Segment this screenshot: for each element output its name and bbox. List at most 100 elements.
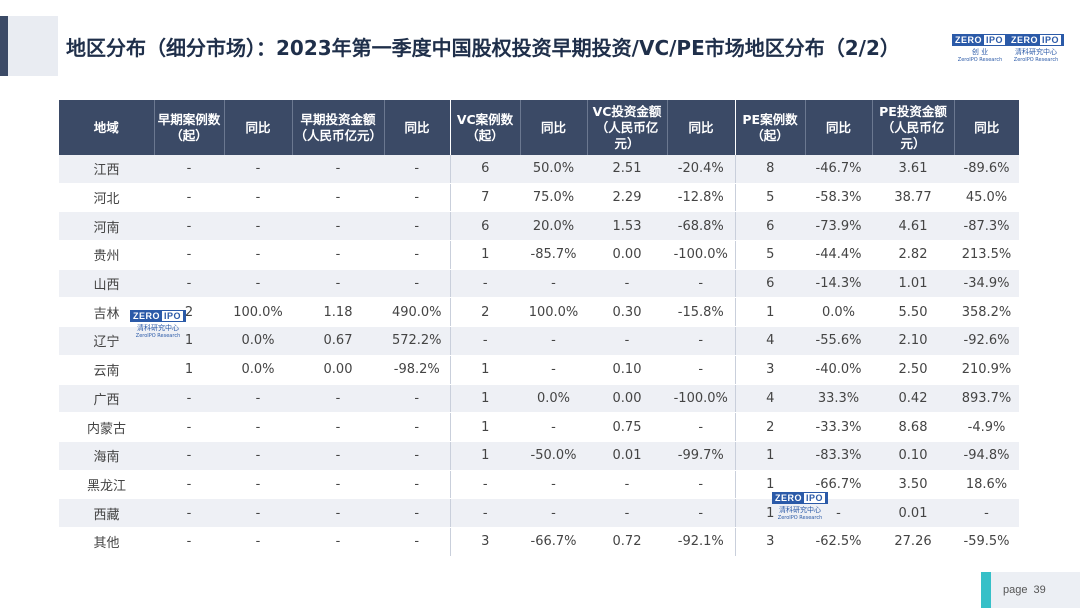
table-cell: -58.3% bbox=[805, 183, 872, 213]
region-cell: 黑龙江 bbox=[59, 470, 154, 500]
table-cell: - bbox=[224, 441, 292, 471]
table-cell: - bbox=[667, 326, 736, 356]
table-cell: - bbox=[292, 155, 384, 184]
table-cell: - bbox=[667, 269, 736, 299]
table-cell: - bbox=[384, 269, 451, 299]
logo-box: ZERO IPO bbox=[1008, 34, 1065, 46]
region-cell: 江西 bbox=[59, 155, 154, 184]
logo-subtitle-en: ZeroIPO Research bbox=[777, 515, 823, 521]
table-row: 云南 1 0.0% 0.00 -98.2% 1-0.10-3 -40.0% 2.50 210.9… bbox=[59, 355, 1019, 385]
table-cell: -87.3% bbox=[954, 211, 1019, 242]
table-cell: - bbox=[384, 211, 451, 242]
table-cell: - bbox=[154, 470, 224, 500]
table-cell: 1.01 bbox=[872, 269, 954, 299]
table-cell: 100.0% bbox=[224, 297, 292, 328]
table-cell: -66.7% bbox=[520, 527, 587, 557]
table-cell: 0.01 bbox=[872, 498, 954, 528]
watermark-logo: ZERO IPO 清科研究中心 ZeroIPO Research bbox=[772, 492, 829, 521]
table-cell: - bbox=[384, 498, 451, 528]
table-cell: -55.6% bbox=[805, 326, 872, 356]
logo-box: ZERO IPO bbox=[952, 34, 1009, 46]
table-cell: 1 bbox=[450, 441, 520, 471]
table-cell: 3 bbox=[735, 527, 805, 557]
header-cell: 地域 bbox=[59, 100, 155, 155]
zeroipo-logo: ZERO IPO 创 业 ZeroIPO Research bbox=[952, 34, 1009, 63]
table-cell: 0.10 bbox=[872, 441, 954, 471]
table-cell: 4 bbox=[735, 326, 805, 356]
table-cell: - bbox=[384, 441, 451, 471]
logo-box: ZERO IPO bbox=[130, 310, 187, 322]
table-cell: - bbox=[384, 527, 451, 557]
table-cell: -40.0% bbox=[805, 355, 872, 385]
table-cell: - bbox=[667, 470, 736, 500]
table-cell: 0.0% bbox=[224, 355, 292, 385]
table-cell: - bbox=[292, 470, 384, 500]
table-cell: - bbox=[587, 498, 667, 528]
table-cell: -59.5% bbox=[954, 527, 1019, 557]
table-cell: 18.6% bbox=[954, 470, 1019, 500]
table-cell: - bbox=[292, 240, 384, 270]
table-cell: 0.00 bbox=[292, 355, 384, 385]
table-cell: - bbox=[520, 498, 587, 528]
table-cell: - bbox=[520, 355, 587, 385]
table-cell: - bbox=[224, 384, 292, 414]
region-cell: 广西 bbox=[59, 384, 154, 414]
table-cell: 5 bbox=[735, 240, 805, 270]
table-cell: - bbox=[292, 183, 384, 213]
table-cell: 6 bbox=[450, 155, 520, 184]
header-cell: 早期投资金额（人民币亿元） bbox=[292, 100, 385, 155]
table-row: 山西 - - - - - - - -6 -14.3% 1.01 -34.9% bbox=[59, 269, 1019, 299]
header-cell: PE案例数（起） bbox=[735, 100, 806, 155]
table-row: 海南 - - - -1 -50.0% 0.01 -99.7% 1 -83.3% 0.10 -94.8% bbox=[59, 441, 1019, 471]
table-cell: - bbox=[292, 269, 384, 299]
table-cell: - bbox=[292, 211, 384, 242]
table-cell: - bbox=[224, 498, 292, 528]
table-cell: - bbox=[154, 240, 224, 270]
table-cell: 3 bbox=[450, 527, 520, 557]
table-cell: - bbox=[384, 183, 451, 213]
table-cell: 2.29 bbox=[587, 183, 667, 213]
table-cell: 50.0% bbox=[520, 155, 587, 184]
table-cell: 210.9% bbox=[954, 355, 1019, 385]
table-cell: 1 bbox=[450, 240, 520, 270]
title-accent-bar bbox=[0, 16, 8, 76]
table-cell: -99.7% bbox=[667, 441, 736, 471]
table-cell: 358.2% bbox=[954, 297, 1019, 328]
table-cell: 33.3% bbox=[805, 384, 872, 414]
title-band bbox=[8, 16, 58, 76]
watermark-logo: ZERO IPO 清科研究中心 ZeroIPO Research bbox=[130, 310, 187, 339]
header-cell: 同比 bbox=[954, 100, 1019, 155]
table-cell: - bbox=[154, 527, 224, 557]
table-cell: -98.2% bbox=[384, 355, 451, 385]
table-cell: 1 bbox=[450, 412, 520, 442]
table-cell: 0.0% bbox=[805, 297, 872, 328]
table-row: 河南 - - - -6 20.0% 1.53 -68.8% 6 -73.9% 4.61 -87.3% bbox=[59, 211, 1019, 242]
header-cell: 同比 bbox=[805, 100, 873, 155]
table-cell: 0.72 bbox=[587, 527, 667, 557]
table-cell: 1 bbox=[450, 355, 520, 385]
table-cell: - bbox=[587, 326, 667, 356]
table-cell: - bbox=[450, 498, 520, 528]
table-cell: -15.8% bbox=[667, 297, 736, 328]
table-cell: - bbox=[154, 183, 224, 213]
table-cell: 6 bbox=[450, 211, 520, 242]
table-cell: - bbox=[520, 269, 587, 299]
region-cell: 辽宁 bbox=[59, 326, 154, 356]
table-cell: 0.42 bbox=[872, 384, 954, 414]
table-cell: - bbox=[587, 470, 667, 500]
table-cell: 213.5% bbox=[954, 240, 1019, 270]
table-cell: 1.18 bbox=[292, 297, 384, 328]
table-cell: - bbox=[154, 211, 224, 242]
table-cell: 8.68 bbox=[872, 412, 954, 442]
table-cell: 0.0% bbox=[224, 326, 292, 356]
table-cell: -85.7% bbox=[520, 240, 587, 270]
table-cell: - bbox=[224, 155, 292, 184]
region-cell: 河北 bbox=[59, 183, 154, 213]
table-cell: - bbox=[587, 269, 667, 299]
table-cell: 5 bbox=[735, 183, 805, 213]
table-cell: 0.67 bbox=[292, 326, 384, 356]
table-row: 江西 - - - -6 50.0% 2.51 -20.4% 8 -46.7% 3.61 -89.6% bbox=[59, 155, 1019, 184]
header-cell: VC投资金额（人民币亿元） bbox=[587, 100, 668, 155]
table-cell: -4.9% bbox=[954, 412, 1019, 442]
table-cell: -68.8% bbox=[667, 211, 736, 242]
